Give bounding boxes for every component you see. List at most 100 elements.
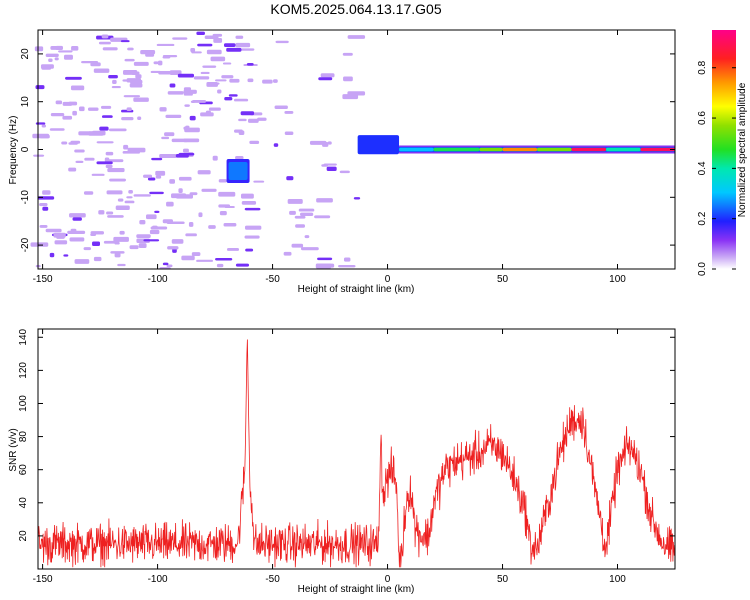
colorbar-label: Normalized spectral amplitude <box>737 82 748 217</box>
noise-patch <box>197 43 213 47</box>
noise-patch <box>45 53 59 57</box>
noise-patch <box>206 49 222 55</box>
signal-line-segment <box>399 147 434 152</box>
noise-patch <box>157 60 163 66</box>
noise-patch <box>208 107 221 111</box>
noise-patch <box>39 202 48 207</box>
noise-patch <box>78 106 85 112</box>
noise-patch <box>62 115 73 120</box>
noise-patch <box>81 60 99 64</box>
noise-patch <box>152 225 158 229</box>
noise-patch <box>169 70 182 75</box>
noise-patch <box>111 86 121 89</box>
signal-line-segment <box>502 147 538 152</box>
noise-patch <box>244 235 260 239</box>
noise-patch <box>166 264 173 268</box>
colorbar: 0.0 0.2 0.4 0.6 0.8 Normalized spectral ampl… <box>697 30 748 276</box>
noise-patch <box>353 197 361 200</box>
signal-step <box>357 135 400 155</box>
noise-patch <box>178 188 183 194</box>
noise-patch <box>129 83 143 88</box>
noise-patch <box>33 154 45 157</box>
noise-patch <box>164 132 175 137</box>
noise-patch <box>235 42 251 48</box>
noise-patch <box>108 128 127 132</box>
noise-patch <box>178 152 195 156</box>
noise-patch <box>181 255 195 261</box>
noise-patch <box>106 190 123 195</box>
y-tick-label: -10 <box>20 190 31 205</box>
noise-patch <box>75 160 84 163</box>
noise-patch <box>87 107 99 111</box>
noise-patch <box>177 73 194 78</box>
spectrogram-x-label: Height of straight line (km) <box>298 284 415 295</box>
noise-patch <box>218 204 231 208</box>
noise-patch <box>127 147 146 153</box>
chart-title: KOM5.2025.064.13.17.G05 <box>270 1 441 17</box>
noise-patch <box>215 79 227 82</box>
noise-patch <box>228 94 238 97</box>
noise-patch <box>135 74 142 79</box>
noise-patch <box>49 252 55 258</box>
noise-patch <box>49 128 65 131</box>
noise-patch <box>114 252 121 258</box>
noise-patch <box>217 89 222 94</box>
noise-patch <box>96 141 114 144</box>
noise-patch <box>273 143 279 147</box>
noise-patch <box>304 235 310 239</box>
noise-patch <box>63 254 69 257</box>
y-tick-label: 80 <box>18 431 29 443</box>
spectrogram-x-ticks: -150 -100 -50 0 50 100 <box>33 30 626 285</box>
noise-patch <box>210 56 226 62</box>
noise-patch <box>221 75 234 79</box>
noise-patch <box>245 248 254 252</box>
noise-patch <box>200 71 210 75</box>
noise-patch <box>347 35 366 39</box>
noise-patch <box>129 245 139 250</box>
noise-patch <box>32 133 50 139</box>
noise-patch <box>248 118 259 123</box>
noise-patch <box>162 55 178 58</box>
colorbar-gradient <box>712 30 736 269</box>
noise-patch <box>213 38 223 43</box>
noise-patch <box>65 76 82 80</box>
noise-patch <box>69 237 85 242</box>
noise-patch <box>317 257 333 261</box>
noise-patch <box>169 83 176 88</box>
signal-line-segment <box>537 147 572 152</box>
spectrogram-y-label: Frequency (Hz) <box>8 116 19 185</box>
noise-patch <box>339 170 350 174</box>
y-tick-label: -20 <box>20 237 31 252</box>
noise-patch <box>72 110 77 116</box>
noise-patch <box>117 198 124 202</box>
noise-patch <box>244 207 261 211</box>
noise-patch <box>108 159 124 163</box>
noise-patch <box>58 50 73 53</box>
x-tick-label: -150 <box>33 274 53 285</box>
noise-patch <box>183 126 188 130</box>
noise-patch <box>184 104 190 107</box>
noise-patch <box>99 126 109 131</box>
noise-patch <box>120 40 130 43</box>
noise-patch <box>37 196 55 200</box>
noise-patch <box>143 174 153 178</box>
noise-patch <box>192 99 207 103</box>
noise-patch <box>283 251 292 256</box>
noise-patch <box>240 193 254 199</box>
noise-patch <box>326 166 337 172</box>
noise-patch <box>138 243 147 249</box>
noise-patch <box>123 144 129 150</box>
noise-patch <box>92 241 101 247</box>
noise-patch <box>112 79 117 84</box>
noise-patch <box>98 41 111 45</box>
noise-patch <box>247 78 254 83</box>
noise-patch <box>226 47 242 52</box>
noise-patch <box>240 111 255 116</box>
noise-patch <box>198 212 203 218</box>
noise-patch <box>314 215 331 219</box>
y-tick-label: 60 <box>18 464 29 476</box>
y-tick-label: 10 <box>20 96 31 108</box>
noise-patch <box>196 259 213 262</box>
noise-patch <box>126 78 142 83</box>
